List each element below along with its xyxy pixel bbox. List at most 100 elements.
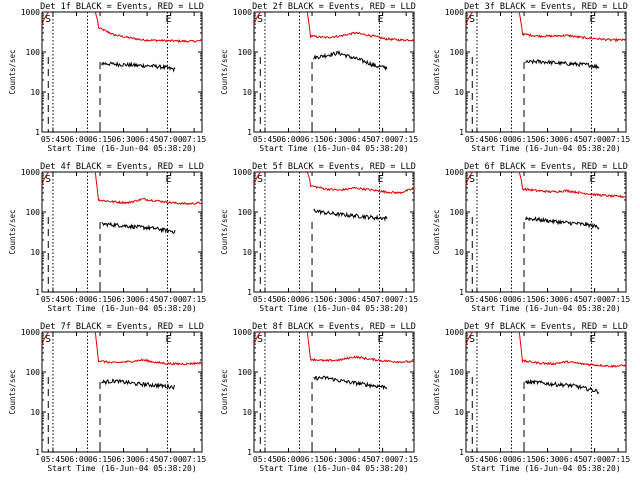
y-tick-label: 1000 [233,328,252,337]
x-tick-label: 06:00 [64,135,88,144]
y-tick-label: 10 [454,408,464,417]
y-tick-label: 1 [459,448,464,457]
events-series-line [101,221,176,235]
plot-frame [253,11,415,133]
end-marker: E [589,334,595,345]
y-axis-label: Counts/sec [432,209,441,254]
events-series-line [525,58,600,70]
x-axis-label: Start Time (16-Jun-04 05:38:20) [471,304,620,313]
plot-frame [465,331,627,453]
chart-panel-3: Det 3f BLACK = Events, RED = LLD 1 10 100 10… [432,2,630,153]
x-tick-label: 06:15 [300,455,324,464]
start-marker: S [257,14,263,25]
y-tick-label: 1000 [21,328,40,337]
x-tick-label: 07:00 [159,455,183,464]
x-tick-label: 06:45 [347,455,371,464]
y-axis-label: Counts/sec [8,369,17,414]
start-marker: S [45,174,51,185]
events-series-line [313,49,388,71]
y-tick-label: 100 [450,48,465,57]
y-axis-label: Counts/sec [220,209,229,254]
x-tick-label: 07:00 [371,135,395,144]
x-tick-label: 06:30 [324,295,348,304]
events-series-line [525,216,600,230]
start-marker: S [469,334,475,345]
y-tick-label: 10 [242,248,252,257]
x-tick-label: 06:30 [112,295,136,304]
y-tick-label: 1000 [21,8,40,17]
x-tick-label: 07:15 [606,135,630,144]
y-tick-label: 10 [30,88,40,97]
x-tick-label: 06:30 [536,455,560,464]
lld-series-line [41,171,50,185]
end-marker: E [377,174,383,185]
start-marker: S [257,334,263,345]
y-tick-label: 1 [35,448,40,457]
x-tick-label: 06:45 [347,135,371,144]
y-tick-label: 1000 [445,168,464,177]
chart-title: Det 6f BLACK = Events, RED = LLD [464,162,628,172]
x-axis-label: Start Time (16-Jun-04 05:38:20) [47,144,196,153]
start-marker: S [257,174,263,185]
x-tick-label: 06:45 [135,295,159,304]
x-tick-label: 06:00 [276,295,300,304]
y-tick-label: 1000 [445,8,464,17]
x-tick-label: 06:00 [64,295,88,304]
lld-series-line [94,11,203,43]
lld-series-line [253,331,262,345]
y-tick-label: 1 [247,448,252,457]
y-tick-label: 1 [247,128,252,137]
y-tick-label: 100 [450,368,465,377]
events-series-line [101,61,176,73]
end-marker: E [377,14,383,25]
x-tick-label: 06:30 [324,135,348,144]
y-tick-label: 1 [35,128,40,137]
x-tick-label: 07:15 [606,455,630,464]
y-tick-label: 10 [454,248,464,257]
x-tick-label: 05:45 [465,135,489,144]
lld-series-line [41,331,50,345]
y-tick-label: 10 [242,88,252,97]
lld-series-line [306,331,415,364]
y-tick-label: 10 [30,408,40,417]
x-axis-label: Start Time (16-Jun-04 05:38:20) [471,144,620,153]
x-tick-label: 06:00 [488,455,512,464]
chart-panel-4: Det 4f BLACK = Events, RED = LLD 1 10 100 10… [8,162,206,313]
lld-series-line [518,331,627,369]
y-axis-label: Counts/sec [8,209,17,254]
y-tick-label: 1000 [21,168,40,177]
x-tick-label: 06:15 [88,455,112,464]
plot-frame [41,11,203,133]
y-tick-label: 1 [247,288,252,297]
plot-frame [465,11,627,133]
x-tick-label: 05:45 [253,455,277,464]
events-series-line [313,375,388,391]
lld-series-line [306,11,415,42]
chart-title: Det 8f BLACK = Events, RED = LLD [252,322,416,332]
y-axis-label: Counts/sec [432,49,441,94]
x-tick-label: 07:00 [159,135,183,144]
lld-series-line [465,331,474,345]
x-tick-label: 05:45 [253,135,277,144]
chart-title: Det 9f BLACK = Events, RED = LLD [464,322,628,332]
y-tick-label: 1 [459,128,464,137]
x-tick-label: 05:45 [41,295,65,304]
lld-series-line [94,171,203,206]
x-tick-label: 06:15 [300,295,324,304]
x-tick-label: 05:45 [41,455,65,464]
x-tick-label: 06:45 [347,295,371,304]
x-tick-label: 06:45 [559,135,583,144]
x-tick-label: 06:15 [512,295,536,304]
x-tick-label: 06:15 [512,135,536,144]
x-tick-label: 06:30 [324,455,348,464]
plot-frame [41,331,203,453]
y-tick-label: 10 [242,408,252,417]
y-tick-label: 100 [238,208,253,217]
y-tick-label: 1000 [233,168,252,177]
x-tick-label: 07:00 [159,295,183,304]
x-tick-label: 07:15 [394,455,418,464]
lld-series-line [465,11,474,25]
y-axis-label: Counts/sec [8,49,17,94]
x-tick-label: 07:15 [182,135,206,144]
